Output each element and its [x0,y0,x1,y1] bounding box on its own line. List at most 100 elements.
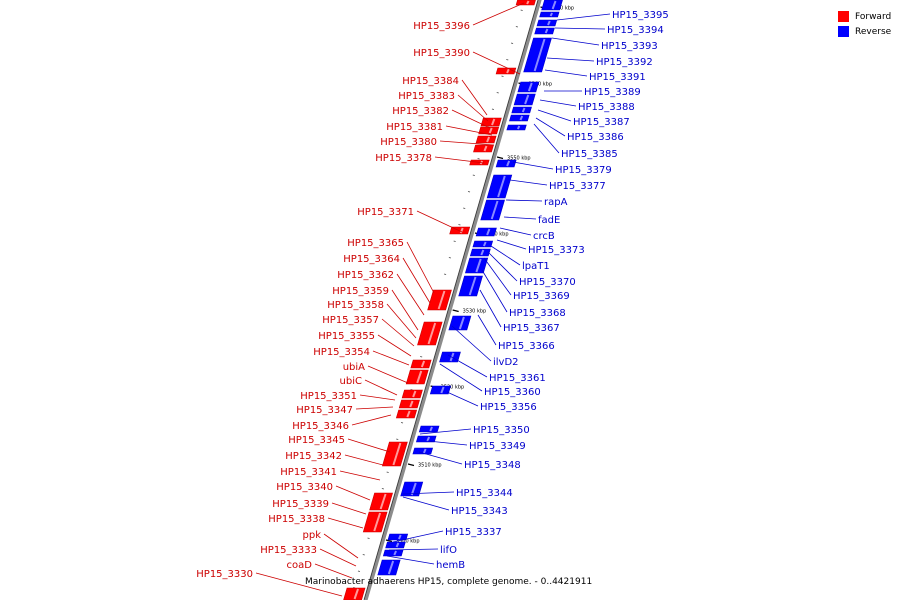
gene-highlight [497,175,506,198]
reverse-gene-label[interactable]: ilvD2 [493,357,519,368]
reverse-gene-label[interactable]: HP15_3367 [503,323,560,334]
forward-leader-line [472,51,521,75]
reverse-gene-label[interactable]: HP15_3373 [528,245,585,256]
forward-gene-label[interactable]: HP15_3396 [413,21,470,32]
forward-gene [478,126,500,135]
forward-leader-line [472,2,525,26]
reverse-gene-label[interactable]: HP15_3344 [456,488,513,499]
reverse-gene-label[interactable]: HP15_3350 [473,425,530,436]
forward-gene-label[interactable]: HP15_3354 [313,347,370,358]
forward-gene-label[interactable]: ubiC [340,376,362,387]
reverse-gene-label[interactable]: HP15_3379 [555,165,612,176]
forward-gene-label[interactable]: HP15_3364 [343,254,400,265]
reverse-gene [475,227,497,237]
forward-gene-label[interactable]: HP15_3330 [196,569,253,580]
gene-highlight [527,82,533,92]
reverse-leader-line [427,440,468,446]
forward-gene-label[interactable]: ppk [303,530,322,541]
reverse-gene-label[interactable]: lifO [440,545,457,556]
forward-gene [398,399,420,409]
reverse-gene-label[interactable]: HP15_3337 [445,527,502,538]
reverse-gene-label[interactable]: HP15_3366 [498,341,555,352]
gene-highlight [429,426,433,432]
reverse-gene-label[interactable]: HP15_3391 [589,72,646,83]
reverse-gene-label[interactable]: HP15_3395 [612,10,669,21]
reverse-gene-label[interactable]: HP15_3388 [578,102,635,113]
reverse-gene-label[interactable]: HP15_3370 [519,277,576,288]
reverse-gene-label[interactable]: HP15_3343 [451,506,508,517]
legend-swatch-forward [838,11,849,22]
reverse-gene-label[interactable]: fadE [538,215,560,226]
reverse-gene-label[interactable]: HP15_3387 [573,117,630,128]
reverse-gene [517,81,540,93]
forward-gene-label[interactable]: HP15_3359 [332,286,389,297]
reverse-gene-label[interactable]: HP15_3394 [607,25,664,36]
reverse-gene-label[interactable]: HP15_3349 [469,441,526,452]
minor-tick [396,438,399,440]
reverse-gene-label[interactable]: HP15_3389 [584,87,641,98]
forward-gene-label[interactable]: HP15_3338 [268,514,325,525]
backbone [363,0,542,600]
minor-tick [443,273,447,275]
forward-leader-line [434,156,485,164]
forward-gene-label[interactable]: HP15_3341 [280,467,337,478]
reverse-gene-label[interactable]: HP15_3360 [484,387,541,398]
forward-gene-label[interactable]: HP15_3371 [357,207,414,218]
major-tick [496,156,504,160]
forward-gene-label[interactable]: HP15_3346 [292,421,349,432]
reverse-gene-label[interactable]: HP15_3369 [513,291,570,302]
reverse-leader-line [481,269,508,313]
reverse-gene-label[interactable]: rapA [544,197,568,208]
forward-gene-label[interactable]: HP15_3355 [318,331,375,342]
minor-tick [467,191,471,193]
gene-highlight [422,448,427,454]
forward-gene-label[interactable]: HP15_3339 [272,499,329,510]
reverse-gene-label[interactable]: HP15_3361 [489,373,546,384]
reverse-gene-label[interactable]: HP15_3356 [480,402,537,413]
forward-gene-label[interactable]: HP15_3382 [392,106,449,117]
reverse-gene-label[interactable]: HP15_3392 [596,57,653,68]
forward-gene-label[interactable]: ubiA [343,362,365,373]
reverse-gene-label[interactable]: HP15_3368 [509,308,566,319]
reverse-gene [511,106,532,114]
forward-gene-label[interactable]: HP15_3383 [398,91,455,102]
minor-tick [458,224,461,226]
gene-highlight [483,241,487,247]
tick-label: 3500 kbp [396,539,420,545]
gene-highlight [486,136,491,143]
forward-gene-label[interactable]: HP15_3365 [347,238,404,249]
gene-highlight [506,160,511,167]
reverse-gene-label[interactable]: hemB [436,560,465,571]
reverse-gene-label[interactable]: HP15_3377 [549,181,606,192]
reverse-gene-label[interactable]: lpaT1 [522,261,550,272]
forward-gene-label[interactable]: HP15_3342 [285,451,342,462]
reverse-gene-label[interactable]: crcB [533,231,555,242]
reverse-gene-label[interactable]: HP15_3385 [561,149,618,160]
forward-gene-label[interactable]: HP15_3351 [300,391,357,402]
legend-item-forward: Forward [838,9,891,24]
forward-gene-label[interactable]: HP15_3362 [337,270,394,281]
forward-leader-line [344,454,384,466]
forward-gene-label[interactable]: HP15_3347 [296,405,353,416]
forward-gene-label[interactable]: HP15_3333 [260,545,317,556]
reverse-leader-line [447,354,488,378]
reverse-gene-label[interactable]: HP15_3348 [464,460,521,471]
forward-gene-label[interactable]: HP15_3381 [386,122,443,133]
forward-gene-label[interactable]: HP15_3340 [276,482,333,493]
forward-gene-label[interactable]: HP15_3390 [413,48,470,59]
forward-gene-label[interactable]: HP15_3345 [288,435,345,446]
forward-gene-label[interactable]: HP15_3378 [375,153,432,164]
minor-tick [510,42,514,44]
reverse-gene-label[interactable]: HP15_3393 [601,41,658,52]
reverse-gene [534,27,555,35]
gene-highlight [551,0,557,10]
reverse-gene-label[interactable]: HP15_3386 [567,132,624,143]
forward-gene-label[interactable]: HP15_3384 [402,76,459,87]
forward-gene-label[interactable]: HP15_3380 [380,137,437,148]
forward-gene-label[interactable]: HP15_3358 [327,300,384,311]
forward-gene-label[interactable]: HP15_3357 [322,315,379,326]
tick-label: 3560 kbp [528,82,552,88]
forward-leader-line [396,273,425,316]
reverse-leader-line [533,123,560,154]
forward-gene-label[interactable]: coaD [287,560,313,571]
